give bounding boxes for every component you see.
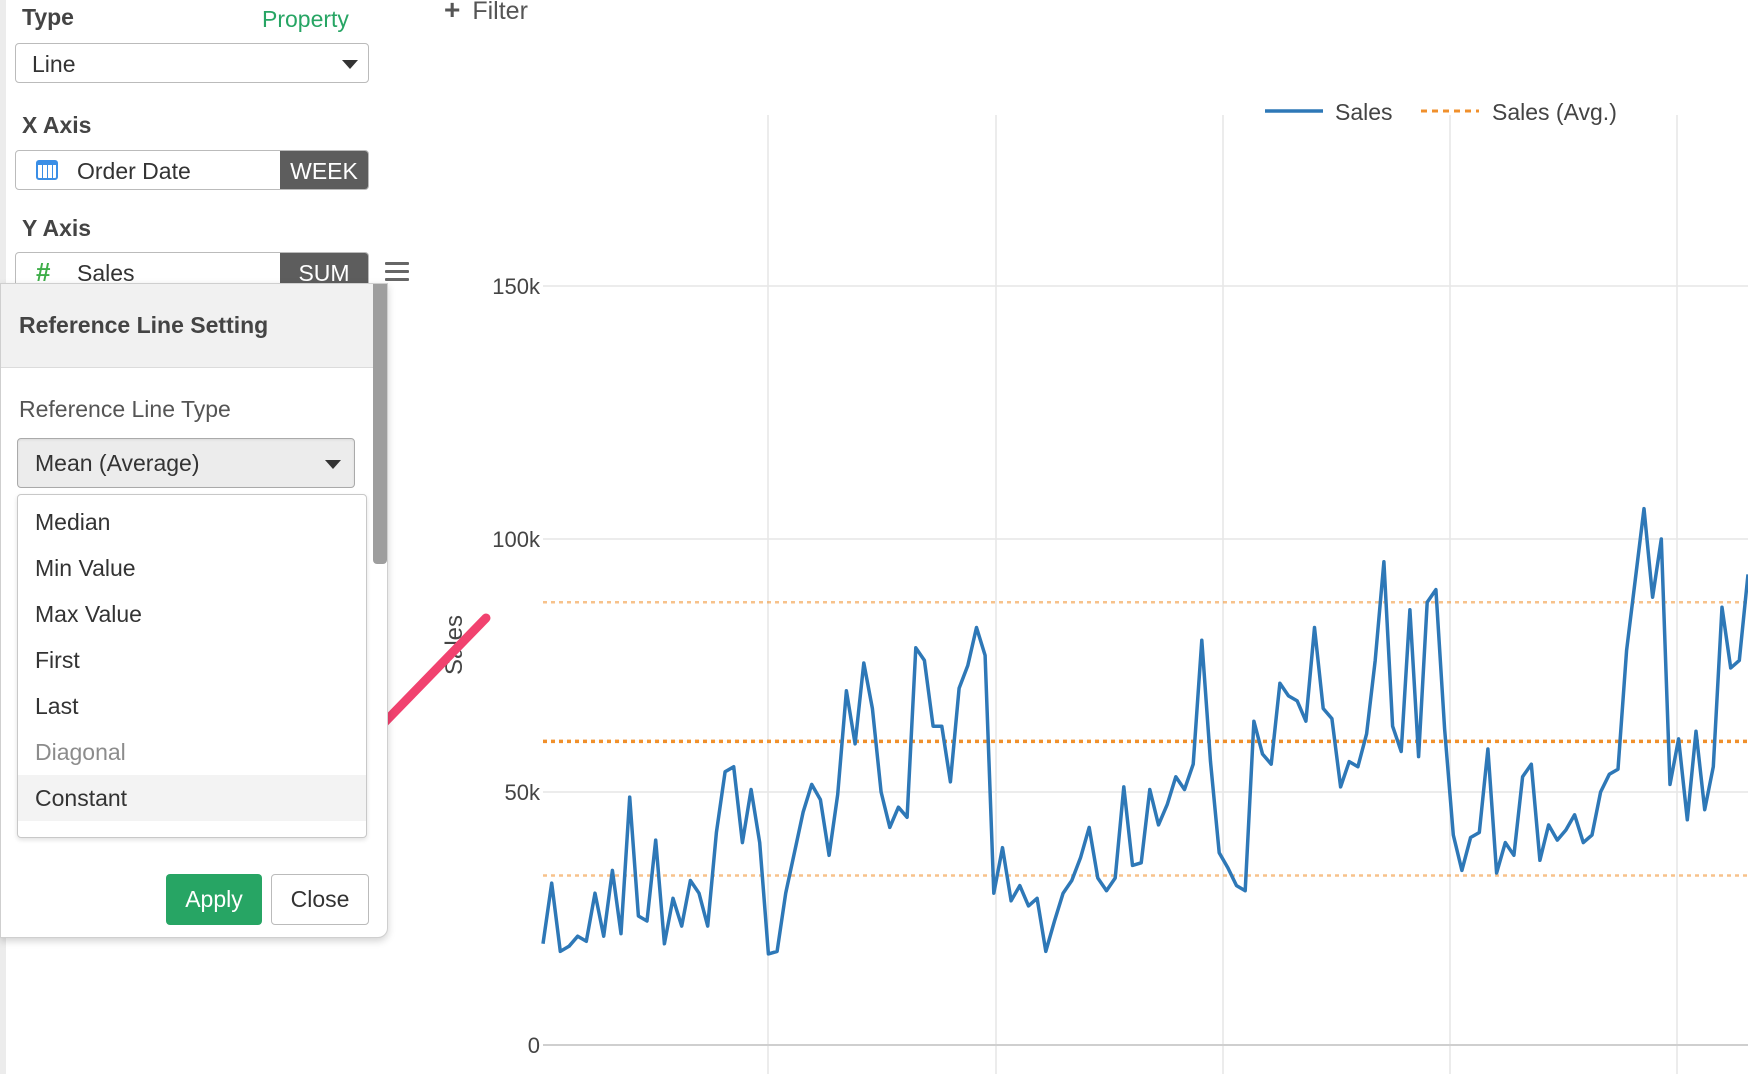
option-diagonal: Diagonal (35, 739, 126, 765)
popup-scrollbar[interactable] (373, 284, 387, 564)
reference-line-popup: Reference Line Setting Reference Line Ty… (0, 283, 388, 938)
option-median[interactable]: Median (35, 509, 111, 535)
popup-header: Reference Line Setting (1, 284, 387, 368)
legend-avg-label: Sales (Avg.) (1492, 99, 1617, 125)
option-constant[interactable]: Constant (18, 775, 366, 821)
reference-line-options-list: Median Min Value Max Value First Last Di… (17, 494, 367, 838)
reference-line-type-select[interactable]: Mean (Average) (17, 438, 355, 488)
property-link[interactable]: Property (262, 6, 349, 32)
x-axis-label: X Axis (22, 112, 92, 138)
hamburger-menu-icon[interactable] (385, 262, 409, 282)
popup-title: Reference Line Setting (19, 312, 269, 338)
calendar-icon (36, 160, 58, 180)
option-first[interactable]: First (35, 647, 80, 673)
plus-icon: + (444, 0, 461, 25)
y-tick-label: 0 (528, 1033, 540, 1058)
legend-sales-label: Sales (1335, 99, 1393, 125)
chart-legend: Sales Sales (Avg.) (1265, 99, 1617, 125)
type-label: Type (22, 4, 74, 30)
chevron-down-icon (342, 60, 358, 69)
option-min-value[interactable]: Min Value (35, 555, 136, 581)
close-button[interactable]: Close (271, 874, 369, 925)
sales-series-line (541, 506, 1748, 956)
x-axis-field-name: Order Date (77, 158, 191, 184)
chart-type-value: Line (32, 51, 76, 77)
add-filter-button[interactable]: + Filter (444, 0, 528, 26)
y-axis-label: Y Axis (22, 215, 92, 241)
y-tick-label: 150k (492, 274, 541, 299)
filter-label: Filter (472, 0, 528, 25)
y-axis-field-name: Sales (77, 260, 135, 286)
chevron-down-icon (325, 460, 341, 469)
x-axis-aggregation-button[interactable]: WEEK (280, 151, 368, 189)
x-axis-field[interactable]: Order Date WEEK (15, 150, 369, 190)
y-tick-label: 100k (492, 527, 541, 552)
y-tick-label: 50k (505, 780, 541, 805)
chart-type-select[interactable]: Line (15, 43, 369, 83)
option-last[interactable]: Last (35, 693, 79, 719)
reference-line-type-label: Reference Line Type (19, 396, 231, 422)
apply-button[interactable]: Apply (166, 874, 262, 925)
reference-line-type-value: Mean (Average) (35, 450, 200, 476)
number-hash-icon: # (36, 257, 51, 287)
option-max-value[interactable]: Max Value (35, 601, 142, 627)
